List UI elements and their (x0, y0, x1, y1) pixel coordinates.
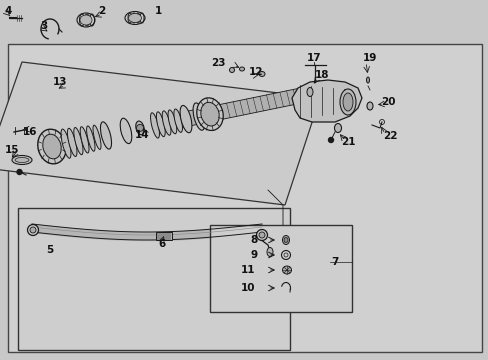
Ellipse shape (239, 67, 244, 71)
Text: 13: 13 (53, 77, 67, 87)
Circle shape (328, 138, 333, 143)
Ellipse shape (12, 156, 32, 165)
Text: 11: 11 (240, 265, 255, 275)
Ellipse shape (174, 109, 182, 132)
Ellipse shape (334, 123, 341, 132)
Text: 8: 8 (250, 235, 257, 245)
Ellipse shape (15, 158, 29, 162)
Ellipse shape (284, 238, 287, 243)
Ellipse shape (156, 112, 165, 137)
Ellipse shape (339, 89, 355, 115)
Circle shape (259, 232, 264, 238)
Text: 1: 1 (154, 6, 162, 16)
Ellipse shape (366, 77, 369, 83)
Text: 19: 19 (362, 53, 376, 63)
Text: 6: 6 (158, 239, 165, 249)
Ellipse shape (342, 93, 352, 111)
Ellipse shape (61, 129, 71, 158)
Polygon shape (180, 87, 309, 127)
Text: 4: 4 (4, 6, 12, 16)
Ellipse shape (120, 118, 131, 144)
Circle shape (17, 170, 22, 175)
Text: 7: 7 (331, 257, 338, 267)
Ellipse shape (74, 127, 83, 155)
Ellipse shape (366, 102, 372, 110)
Ellipse shape (100, 122, 111, 149)
Circle shape (256, 230, 267, 240)
Bar (209, 225, 351, 312)
Ellipse shape (196, 98, 223, 130)
Ellipse shape (86, 126, 95, 151)
Circle shape (136, 125, 143, 131)
Ellipse shape (180, 105, 191, 133)
Text: 22: 22 (382, 131, 396, 141)
Ellipse shape (150, 113, 159, 138)
Text: 17: 17 (306, 53, 321, 63)
Text: 12: 12 (248, 67, 263, 77)
Ellipse shape (259, 72, 264, 77)
Text: 23: 23 (210, 58, 225, 68)
Text: 18: 18 (314, 70, 328, 80)
Text: 14: 14 (134, 130, 149, 140)
Text: 15: 15 (5, 145, 19, 155)
Polygon shape (0, 62, 319, 205)
Circle shape (27, 225, 39, 235)
Ellipse shape (42, 134, 61, 159)
Ellipse shape (38, 129, 66, 164)
Ellipse shape (282, 266, 291, 274)
Ellipse shape (168, 110, 176, 134)
Ellipse shape (80, 15, 92, 25)
Ellipse shape (201, 102, 219, 126)
Ellipse shape (162, 111, 171, 135)
Bar (8, 44, 481, 352)
Circle shape (229, 68, 234, 72)
Ellipse shape (80, 127, 89, 153)
Ellipse shape (266, 248, 272, 256)
Text: 2: 2 (98, 6, 105, 16)
Text: 21: 21 (340, 137, 354, 147)
Text: 16: 16 (23, 127, 37, 137)
Text: 20: 20 (380, 97, 394, 107)
Ellipse shape (282, 235, 289, 244)
Bar (156, 232, 172, 240)
Ellipse shape (306, 87, 312, 96)
Ellipse shape (67, 128, 77, 157)
Ellipse shape (125, 12, 145, 24)
Text: 5: 5 (46, 245, 54, 255)
Text: 9: 9 (250, 250, 257, 260)
Ellipse shape (193, 103, 204, 130)
Ellipse shape (136, 121, 144, 135)
Circle shape (30, 227, 36, 233)
Ellipse shape (77, 13, 95, 27)
Text: 3: 3 (41, 21, 47, 31)
Polygon shape (291, 80, 361, 122)
Ellipse shape (128, 14, 141, 23)
Ellipse shape (93, 125, 101, 149)
Text: 10: 10 (240, 283, 255, 293)
Bar (18, 208, 289, 350)
